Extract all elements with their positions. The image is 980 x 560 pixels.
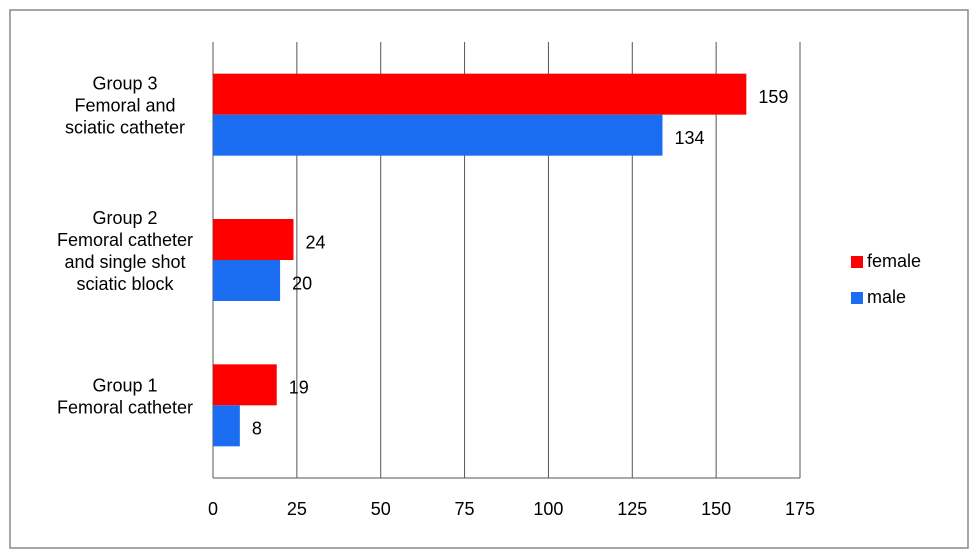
bar [213,219,294,260]
data-label: 20 [292,273,312,293]
bar [213,260,281,301]
bar [213,114,663,156]
data-label: 159 [758,87,788,107]
data-label: 134 [674,128,704,148]
legend-swatch [851,256,863,268]
bar [213,405,240,447]
y-tick-label: Group 3 Femoral and sciatic catheter [65,73,185,137]
x-tick-label: 75 [455,499,475,519]
legend-label: male [867,287,906,307]
x-tick-label: 150 [701,499,731,519]
legend-swatch [851,292,863,304]
x-tick-label: 50 [371,499,391,519]
y-tick-label: Group 1 Femoral catheter [57,375,193,417]
x-tick-label: 125 [617,499,647,519]
x-tick-label: 0 [208,499,218,519]
data-label: 24 [306,232,326,252]
x-tick-label: 175 [785,499,815,519]
bar [213,73,747,115]
x-tick-label: 100 [533,499,563,519]
bar [213,364,277,406]
legend-label: female [867,251,921,271]
data-label: 19 [289,378,309,398]
data-label: 8 [252,419,262,439]
y-tick-label: Group 2 Femoral catheter and single shot sc… [57,208,193,294]
x-tick-label: 25 [287,499,307,519]
